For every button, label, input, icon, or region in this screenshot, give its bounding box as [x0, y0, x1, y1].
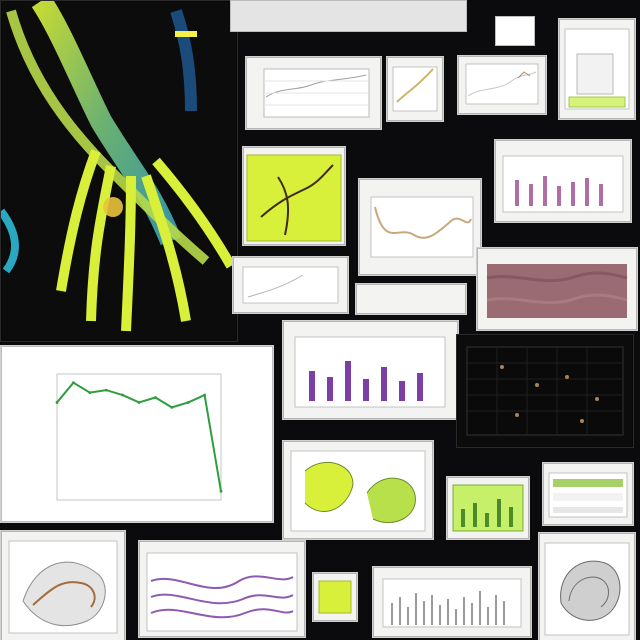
- top-right-panel: [558, 18, 636, 120]
- brain-graphic: [8, 540, 118, 634]
- right-barchart-panel: [494, 139, 632, 223]
- texture-panel: [476, 247, 638, 331]
- main-line-chart: [55, 373, 223, 501]
- table-strip-panel: [355, 283, 467, 315]
- main-line-point: [104, 388, 108, 392]
- mid-line-chart-graphic: [370, 196, 474, 258]
- main-line-point: [170, 405, 174, 409]
- center-barchart-graphic: [294, 336, 446, 408]
- right-small-graphic: [548, 472, 628, 518]
- top-chart-1-graphic: [263, 68, 370, 118]
- lower-map-graphic: [290, 450, 426, 532]
- purple-lines-panel: [138, 540, 306, 638]
- top-right-diagram: [564, 28, 630, 110]
- hand-anatomy-illustration: [1, 1, 236, 332]
- main-line-point: [55, 401, 59, 404]
- top-chart-panel-3: [457, 55, 547, 115]
- mid-chart-left-graphic: [242, 266, 339, 304]
- main-line-point: [203, 393, 207, 397]
- yellow-square-graphic: [318, 580, 352, 614]
- brain-panel: [0, 530, 126, 640]
- top-chart-panel-1: [245, 56, 382, 130]
- dark-grid-graphic: [466, 346, 624, 436]
- yellow-map-panel: [242, 146, 346, 246]
- main-line-point: [137, 401, 141, 404]
- yellow-map-graphic: [246, 154, 342, 242]
- top-chart-3-graphic: [465, 63, 539, 105]
- mid-chart-panel-left: [232, 256, 349, 314]
- top-chart-2-graphic: [392, 66, 438, 112]
- yellow-square-panel: [312, 572, 358, 622]
- bottom-barchart-graphic: [382, 578, 522, 628]
- main-line-point: [88, 391, 92, 394]
- main-line-point: [186, 401, 190, 404]
- mid-line-chart-panel: [358, 178, 482, 276]
- lower-map-panel: [282, 440, 434, 540]
- seashell-image: [544, 542, 630, 636]
- center-barchart-panel: [282, 320, 459, 420]
- green-chart-panel: [446, 476, 530, 540]
- right-small-panel: [542, 462, 634, 526]
- purple-lines-graphic: [146, 552, 298, 632]
- bottom-barchart-panel: [372, 566, 532, 638]
- top-small-box: [495, 16, 535, 46]
- seashell-panel: [538, 532, 636, 640]
- main-line-point: [154, 396, 157, 399]
- top-strip: [230, 0, 467, 32]
- main-line-chart-panel: [0, 345, 274, 523]
- right-barchart-graphic: [502, 155, 624, 213]
- main-line-point: [72, 381, 75, 385]
- hand-anatomy-panel: [0, 0, 238, 342]
- green-chart-graphic: [452, 484, 524, 532]
- top-chart-panel-2: [386, 56, 444, 122]
- main-line-chart-plot-area: [56, 373, 222, 501]
- main-line-point: [121, 393, 124, 397]
- main-line-point: [219, 489, 223, 493]
- dark-grid-panel: [456, 334, 634, 448]
- texture-image: [486, 264, 628, 318]
